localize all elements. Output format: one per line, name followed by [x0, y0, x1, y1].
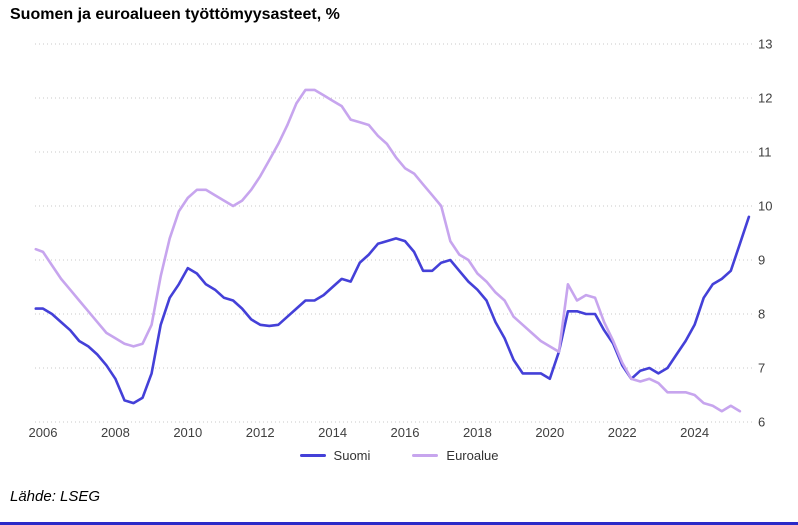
line-chart: 6 7 8 9 10 11 12 13 2006 2008 2010 2012 2014 2016 2018…	[29, 37, 773, 441]
x-tick-label-2010: 2010	[173, 425, 202, 440]
y-tick-label-9: 9	[758, 253, 765, 268]
x-tick-label-2016: 2016	[391, 425, 420, 440]
x-tick-label-2018: 2018	[463, 425, 492, 440]
y-tick-label-8: 8	[758, 307, 765, 322]
legend-label-euroalue: Euroalue	[446, 448, 499, 463]
y-tick-label-10: 10	[758, 199, 772, 214]
x-tick-label-2022: 2022	[608, 425, 637, 440]
x-tick-label-2014: 2014	[318, 425, 347, 440]
x-tick-label-2024: 2024	[680, 425, 709, 440]
x-tick-label-2008: 2008	[101, 425, 130, 440]
source-note: Lähde: LSEG	[10, 488, 101, 505]
legend-item-euroalue[interactable]: Euroalue	[412, 448, 498, 463]
y-tick-label-7: 7	[758, 361, 765, 376]
y-tick-label-13: 13	[758, 37, 772, 52]
y-tick-label-6: 6	[758, 415, 765, 430]
suomi-line	[34, 215, 751, 405]
bottom-divider	[0, 522, 798, 525]
x-tick-label-2020: 2020	[535, 425, 564, 440]
chart-title: Suomen ja euroalueen työttömyysasteet, %	[10, 6, 340, 23]
legend-label-suomi: Suomi	[333, 448, 371, 463]
legend-item-suomi[interactable]: Suomi	[299, 448, 371, 463]
x-tick-label-2006: 2006	[29, 425, 58, 440]
euroalue-line	[34, 88, 742, 413]
x-tick-label-2012: 2012	[246, 425, 275, 440]
euroalue-line-swatch	[412, 454, 439, 457]
y-tick-label-11: 11	[758, 145, 772, 160]
y-tick-label-12: 12	[758, 91, 772, 106]
chart-legend: Suomi Euroalue	[0, 448, 798, 463]
suomi-line-swatch	[299, 454, 326, 457]
